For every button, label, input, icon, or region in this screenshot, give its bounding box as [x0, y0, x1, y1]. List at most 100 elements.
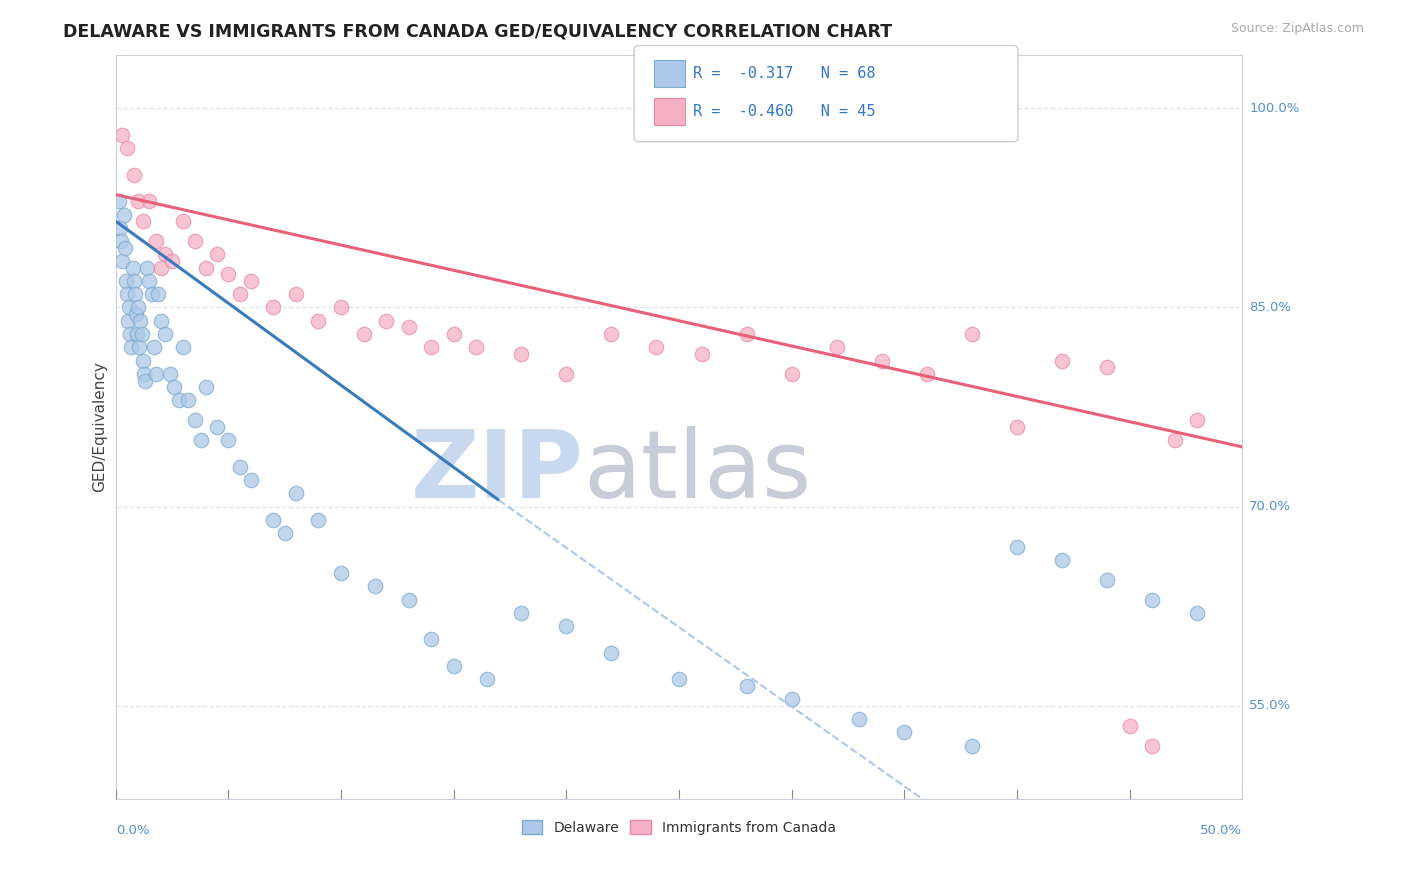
Point — [128, 340, 150, 354]
Point — [960, 739, 983, 753]
Point — [870, 353, 893, 368]
Point — [148, 287, 170, 301]
Point — [194, 260, 217, 275]
Point — [172, 214, 194, 228]
Point — [108, 194, 131, 209]
Point — [122, 274, 145, 288]
Point — [690, 347, 713, 361]
Point — [163, 380, 186, 394]
Text: ZIP: ZIP — [411, 425, 583, 517]
Point — [510, 347, 533, 361]
Point — [284, 486, 307, 500]
Point — [398, 320, 420, 334]
Point — [1118, 719, 1140, 733]
Point — [465, 340, 488, 354]
Point — [155, 247, 177, 261]
Point — [1050, 553, 1073, 567]
Point — [555, 367, 578, 381]
Point — [125, 326, 148, 341]
Point — [1187, 606, 1209, 620]
Point — [132, 367, 155, 381]
Point — [600, 646, 623, 660]
Point — [825, 340, 848, 354]
Point — [183, 413, 205, 427]
Point — [120, 340, 142, 354]
Point — [127, 194, 149, 209]
Point — [1005, 420, 1028, 434]
Text: R =  -0.317   N = 68: R = -0.317 N = 68 — [693, 66, 876, 80]
Point — [141, 287, 163, 301]
Text: 70.0%: 70.0% — [1250, 500, 1291, 513]
Point — [110, 234, 132, 248]
Point — [893, 725, 915, 739]
Point — [217, 267, 239, 281]
Point — [190, 434, 212, 448]
Point — [1005, 540, 1028, 554]
Text: 100.0%: 100.0% — [1250, 102, 1299, 115]
Point — [145, 367, 167, 381]
Point — [114, 274, 136, 288]
Point — [129, 314, 152, 328]
Point — [149, 260, 172, 275]
Point — [645, 340, 668, 354]
Point — [111, 254, 134, 268]
Point — [111, 128, 134, 142]
Point — [120, 326, 142, 341]
Point — [143, 340, 166, 354]
Point — [1187, 413, 1209, 427]
Point — [122, 168, 145, 182]
Point — [127, 301, 149, 315]
Text: atlas: atlas — [583, 425, 811, 517]
Text: 50.0%: 50.0% — [1201, 824, 1243, 837]
Point — [205, 420, 228, 434]
Point — [262, 301, 284, 315]
Point — [668, 673, 690, 687]
Y-axis label: GED/Equivalency: GED/Equivalency — [93, 361, 107, 492]
Point — [960, 326, 983, 341]
Point — [118, 301, 141, 315]
Point — [353, 326, 375, 341]
Point — [273, 526, 295, 541]
Legend: Delaware, Immigrants from Canada: Delaware, Immigrants from Canada — [516, 814, 842, 840]
Point — [138, 274, 160, 288]
Point — [477, 673, 499, 687]
Point — [398, 592, 420, 607]
Point — [155, 326, 177, 341]
Point — [1095, 573, 1118, 587]
Point — [735, 326, 758, 341]
Point — [1163, 434, 1185, 448]
Point — [124, 287, 146, 301]
Point — [172, 340, 194, 354]
Point — [848, 712, 870, 726]
Point — [307, 513, 329, 527]
Point — [131, 214, 153, 228]
Point — [510, 606, 533, 620]
Point — [239, 473, 262, 487]
Text: Source: ZipAtlas.com: Source: ZipAtlas.com — [1230, 22, 1364, 36]
Point — [136, 260, 159, 275]
Point — [239, 274, 262, 288]
Text: 0.0%: 0.0% — [115, 824, 149, 837]
Point — [375, 314, 398, 328]
Point — [160, 254, 183, 268]
Point — [121, 260, 143, 275]
Point — [159, 367, 181, 381]
Point — [262, 513, 284, 527]
Text: R =  -0.460   N = 45: R = -0.460 N = 45 — [693, 104, 876, 119]
Point — [284, 287, 307, 301]
Point — [780, 692, 803, 706]
Point — [330, 301, 353, 315]
Text: 85.0%: 85.0% — [1250, 301, 1291, 314]
Point — [228, 459, 250, 474]
Point — [555, 619, 578, 633]
Point — [420, 632, 443, 647]
Point — [134, 374, 156, 388]
Point — [167, 393, 190, 408]
Point — [117, 314, 139, 328]
Point — [114, 241, 136, 255]
Point — [145, 234, 167, 248]
Point — [131, 326, 153, 341]
Text: 55.0%: 55.0% — [1250, 699, 1291, 713]
Point — [131, 353, 153, 368]
Point — [735, 679, 758, 693]
